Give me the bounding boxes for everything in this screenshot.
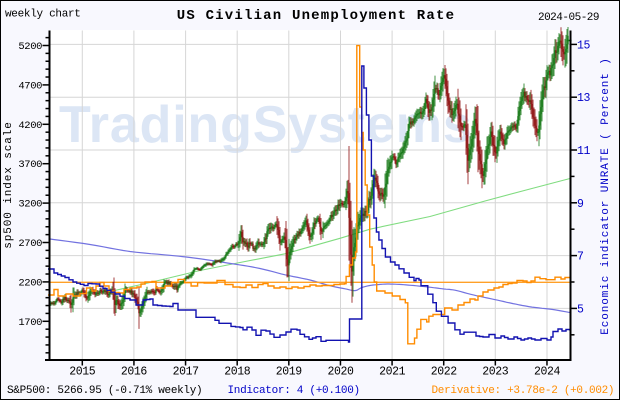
svg-text:2200: 2200 bbox=[18, 277, 42, 289]
svg-text:5: 5 bbox=[577, 303, 584, 316]
svg-text:5200: 5200 bbox=[18, 41, 42, 53]
svg-text:sp500 index scale: sp500 index scale bbox=[3, 121, 15, 249]
svg-text:2024-05-29: 2024-05-29 bbox=[538, 12, 599, 24]
svg-text:7: 7 bbox=[577, 251, 584, 264]
svg-text:US Civilian Unemployment Rate: US Civilian Unemployment Rate bbox=[177, 8, 455, 24]
svg-text:11: 11 bbox=[577, 145, 591, 158]
svg-text:4700: 4700 bbox=[18, 80, 42, 92]
svg-text:weekly chart: weekly chart bbox=[5, 9, 81, 21]
svg-text:2017: 2017 bbox=[173, 366, 199, 379]
svg-text:TradingSystems: TradingSystems bbox=[59, 96, 473, 154]
svg-text:2022: 2022 bbox=[431, 366, 458, 379]
svg-text:2020: 2020 bbox=[327, 366, 354, 379]
svg-text:2023: 2023 bbox=[482, 366, 509, 379]
svg-text:2018: 2018 bbox=[224, 366, 251, 379]
svg-text:2019: 2019 bbox=[276, 366, 303, 379]
svg-text:2700: 2700 bbox=[18, 238, 42, 250]
svg-text:15: 15 bbox=[577, 39, 591, 52]
svg-text:4200: 4200 bbox=[18, 120, 42, 132]
svg-text:Economic indicator UNRATE ( Pe: Economic indicator UNRATE ( Percent ) bbox=[600, 57, 612, 335]
svg-text:9: 9 bbox=[577, 198, 584, 211]
svg-text:13: 13 bbox=[577, 92, 591, 105]
svg-text:2016: 2016 bbox=[121, 366, 148, 379]
svg-text:3700: 3700 bbox=[18, 159, 42, 171]
svg-text:2024: 2024 bbox=[534, 366, 561, 379]
svg-text:Derivative: +3.78e-2 (+0.002): Derivative: +3.78e-2 (+0.002) bbox=[432, 385, 615, 397]
svg-text:S&P500: 5266.95 (-0.71% weekly: S&P500: 5266.95 (-0.71% weekly) bbox=[7, 385, 202, 397]
svg-text:2021: 2021 bbox=[379, 366, 406, 379]
svg-text:Indicator: 4 (+0.100): Indicator: 4 (+0.100) bbox=[228, 385, 360, 397]
svg-text:3200: 3200 bbox=[18, 199, 42, 211]
svg-text:2015: 2015 bbox=[69, 366, 96, 379]
svg-text:1700: 1700 bbox=[18, 317, 42, 329]
